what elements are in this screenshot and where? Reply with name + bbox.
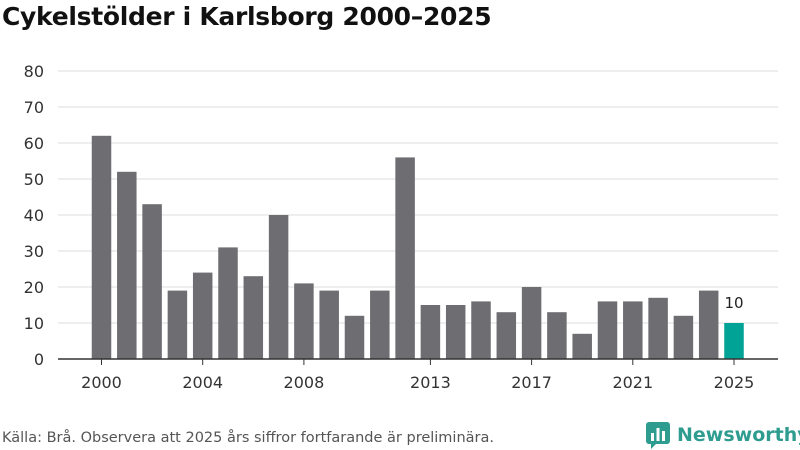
x-tick-label: 2008 (284, 373, 325, 392)
x-tick-label: 2004 (182, 373, 223, 392)
bar-2025 (724, 323, 744, 359)
x-tick-label: 2025 (714, 373, 755, 392)
bar-2009 (319, 290, 339, 359)
logo-text: Newsworthy (677, 424, 800, 446)
bar-2014 (445, 305, 466, 359)
y-tick-label: 40 (24, 206, 44, 225)
bar-2002 (142, 204, 162, 359)
newsworthy-logo: Newsworthy (645, 420, 800, 450)
bar-2004 (192, 272, 213, 359)
x-tick-label: 2017 (511, 373, 552, 392)
bar-2001 (117, 171, 137, 359)
bar-2019 (572, 333, 592, 359)
bar-2006 (243, 276, 264, 359)
bar-2015 (471, 301, 491, 359)
y-tick-label: 20 (24, 278, 44, 297)
bar-chart: 0 10 20 30 40 50 60 70 80 10 2000 2004 2008 2013 2017 2… (24, 62, 778, 392)
newsworthy-chart-icon (646, 422, 670, 449)
bar-2020 (597, 301, 618, 359)
source-note: Källa: Brå. Observera att 2025 års siffr… (2, 430, 494, 446)
bar-2022 (648, 297, 668, 359)
bar-2003 (167, 290, 188, 359)
bar-2021 (623, 301, 643, 359)
y-tick-label: 60 (24, 134, 44, 153)
chart-title: Cykelstölder i Karlsborg 2000–2025 (2, 2, 492, 31)
bar-2000 (91, 135, 112, 359)
bar-2018 (547, 312, 567, 359)
y-tick-label: 80 (24, 62, 44, 81)
bar-2011 (370, 290, 390, 359)
bar-2007 (268, 215, 289, 359)
y-tick-label: 70 (24, 98, 44, 117)
y-tick-label: 0 (34, 350, 44, 369)
y-tick-label: 10 (24, 314, 44, 333)
bar-2012 (395, 157, 415, 359)
x-tick-label: 2000 (81, 373, 122, 392)
bar-2017 (521, 287, 542, 359)
x-tick-label: 2013 (410, 373, 451, 392)
bar-2010 (344, 315, 365, 359)
y-tick-label: 30 (24, 242, 44, 261)
y-tick-label: 50 (24, 170, 44, 189)
bar-2016 (496, 312, 517, 359)
bar-2008 (294, 283, 314, 359)
data-label: 10 (724, 294, 743, 312)
bar-2005 (218, 247, 238, 359)
bar-2024 (698, 290, 719, 359)
x-tick-label: 2021 (612, 373, 653, 392)
bar-2013 (420, 305, 441, 359)
bar-2023 (673, 315, 694, 359)
